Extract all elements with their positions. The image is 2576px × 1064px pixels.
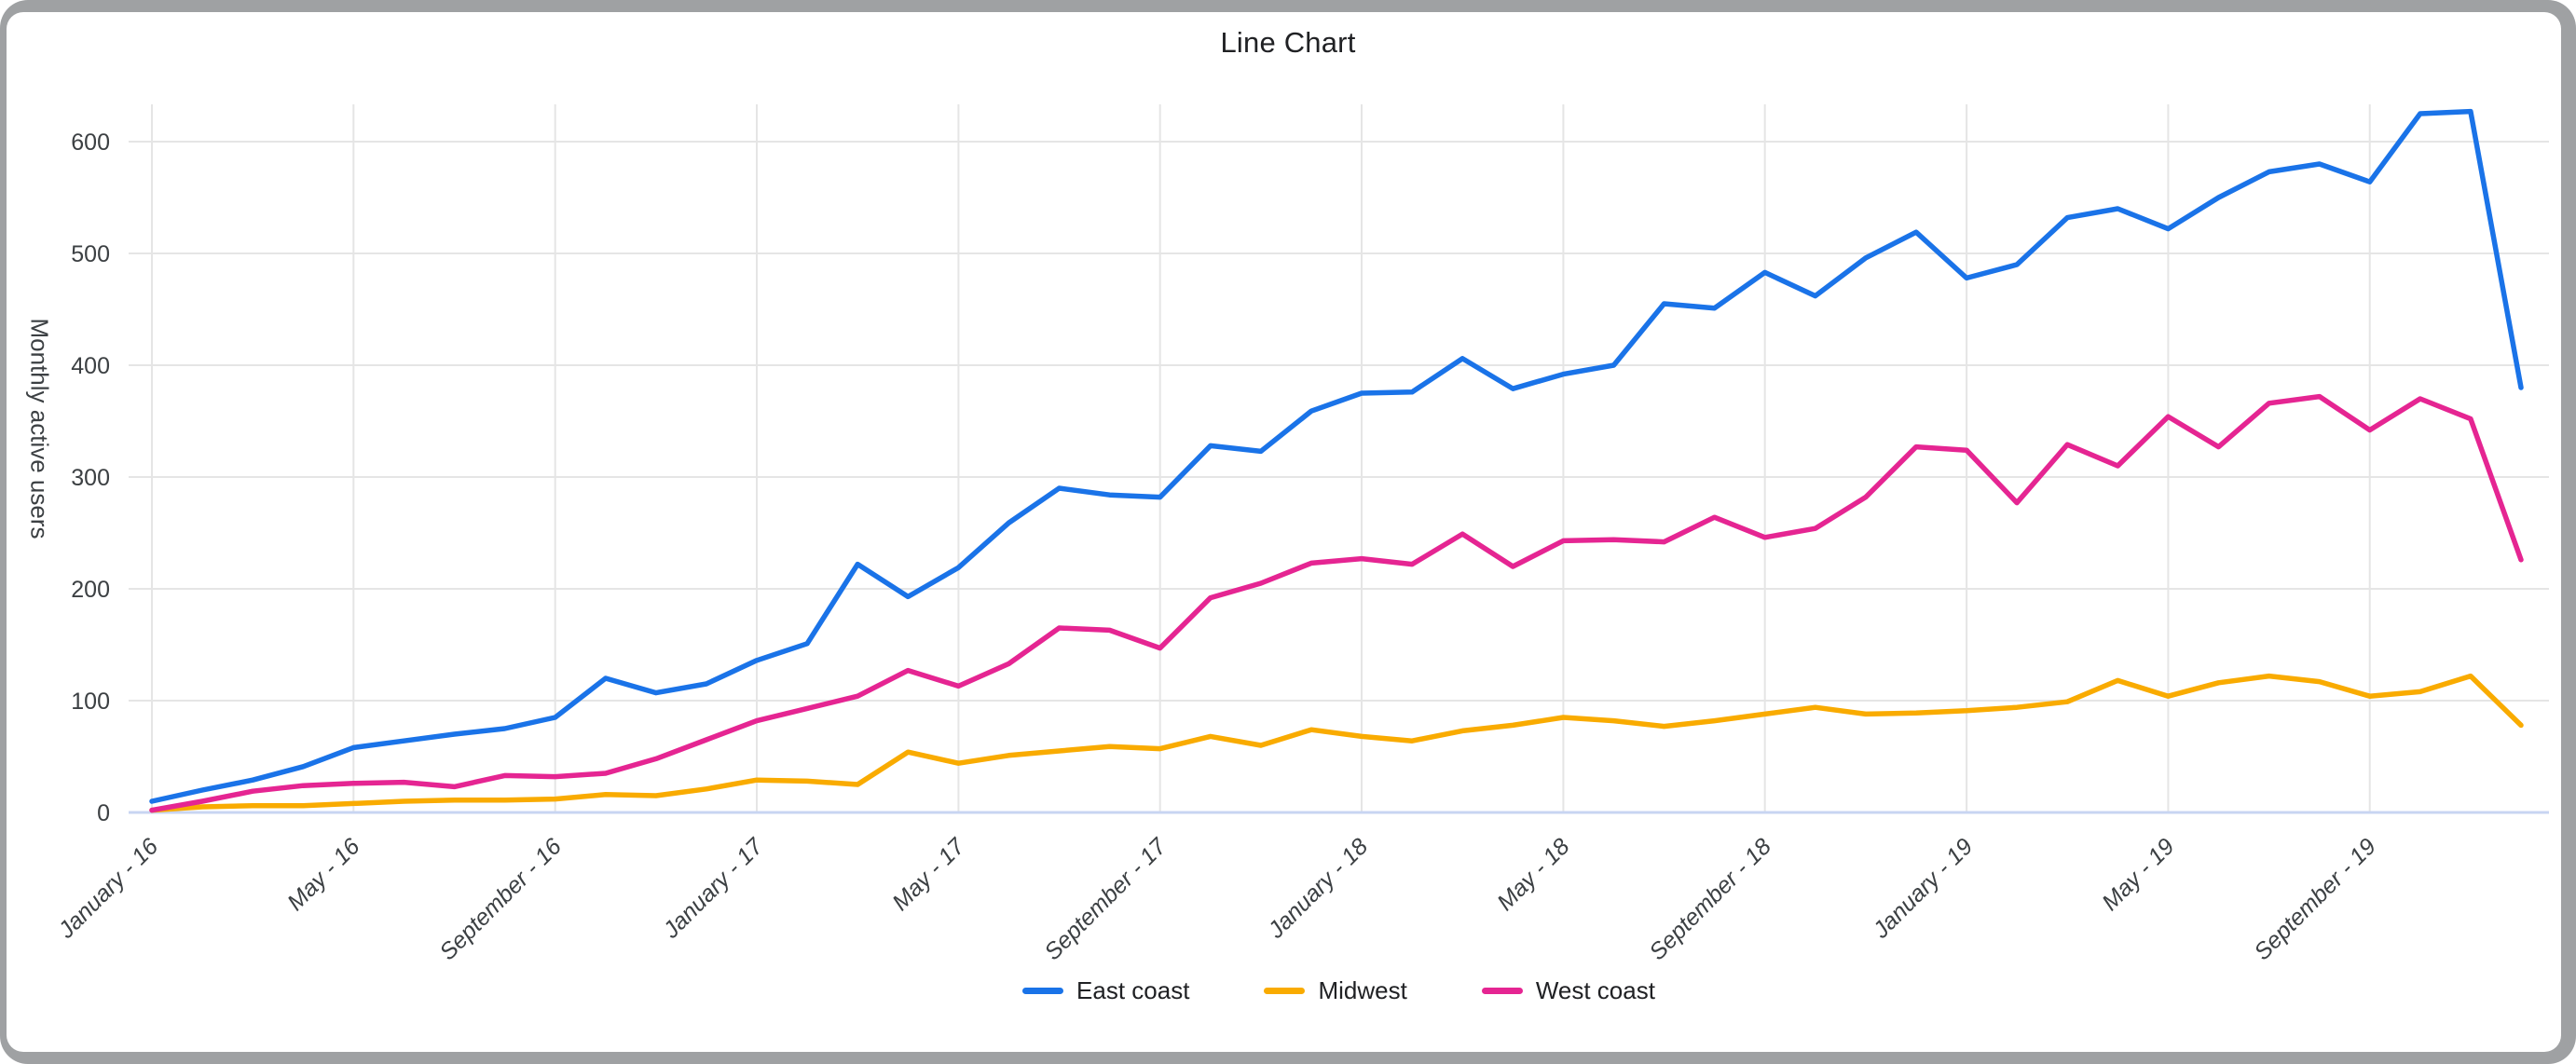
x-tick-label: May - 19 bbox=[2097, 833, 2180, 916]
x-tick-label: May - 18 bbox=[1492, 833, 1575, 916]
x-tick-label: January - 17 bbox=[657, 833, 769, 945]
legend-swatch-midwest bbox=[1264, 988, 1306, 994]
x-tick-label: September - 19 bbox=[2249, 833, 2381, 965]
legend-item-west-coast: West coast bbox=[1481, 976, 1655, 1005]
x-tick-label: May - 16 bbox=[282, 833, 365, 916]
legend-swatch-west-coast bbox=[1481, 988, 1523, 994]
x-tick-label: September - 18 bbox=[1644, 833, 1776, 965]
series-line-west-coast bbox=[149, 393, 2524, 813]
legend-item-midwest: Midwest bbox=[1264, 976, 1407, 1005]
legend-label-east-coast: East coast bbox=[1076, 976, 1190, 1004]
legend-label-west-coast: West coast bbox=[1535, 976, 1655, 1004]
legend-item-east-coast: East coast bbox=[1022, 976, 1189, 1005]
y-tick-label: 200 bbox=[71, 577, 110, 603]
legend-label-midwest: Midwest bbox=[1318, 976, 1407, 1004]
x-tick-label: May - 17 bbox=[887, 833, 970, 916]
x-tick-label: September - 17 bbox=[1039, 833, 1172, 965]
x-tick-label: January - 16 bbox=[52, 833, 163, 944]
y-tick-label: 500 bbox=[71, 241, 110, 267]
y-tick-label: 0 bbox=[97, 800, 110, 826]
series-line-east-coast bbox=[149, 108, 2524, 804]
series-line-midwest bbox=[149, 673, 2524, 813]
y-tick-label: 100 bbox=[71, 689, 110, 715]
chart-title: Line Chart bbox=[1220, 26, 1356, 59]
y-axis-title: Monthly active users bbox=[25, 318, 54, 539]
legend-swatch-east-coast bbox=[1022, 988, 1064, 994]
x-tick-label: January - 19 bbox=[1868, 833, 1979, 944]
x-tick-label: September - 16 bbox=[434, 833, 567, 965]
chart-legend: East coast Midwest West coast bbox=[129, 976, 2549, 1005]
x-tick-label: January - 18 bbox=[1262, 833, 1373, 944]
y-tick-label: 300 bbox=[71, 465, 110, 491]
y-tick-label: 600 bbox=[71, 130, 110, 156]
y-tick-label: 400 bbox=[71, 353, 110, 379]
chart-card bbox=[7, 12, 2561, 1052]
